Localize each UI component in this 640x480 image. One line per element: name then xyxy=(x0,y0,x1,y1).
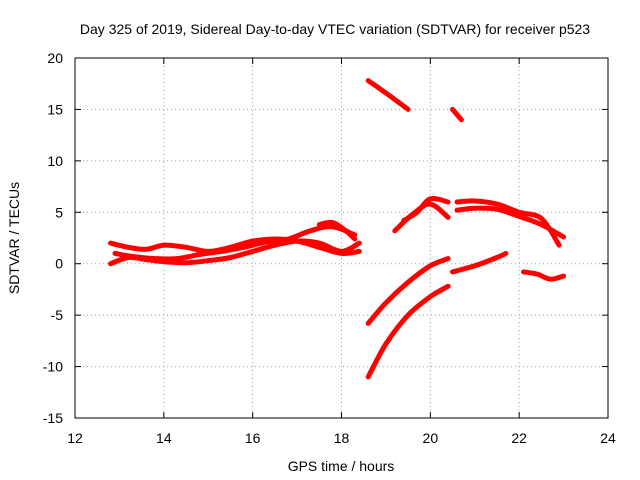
y-tick-label: 20 xyxy=(47,50,63,66)
series-arc-3 xyxy=(112,224,358,262)
y-tick-label: 15 xyxy=(47,101,63,117)
y-tick-label: -5 xyxy=(51,307,64,323)
series-arc-6 xyxy=(450,106,464,123)
series-arc-4 xyxy=(316,219,358,242)
x-tick-label: 12 xyxy=(67,430,83,446)
x-tick-label: 16 xyxy=(245,430,261,446)
series-arc-2 xyxy=(108,236,362,257)
series-arc-8 xyxy=(401,196,451,223)
series-layer xyxy=(108,78,567,380)
y-axis-label: SDTVAR / TECUs xyxy=(6,182,22,294)
x-tick-label: 18 xyxy=(334,430,350,446)
x-tick-label: 14 xyxy=(156,430,172,446)
x-axis-label: GPS time / hours xyxy=(288,458,395,474)
y-tick-label: -10 xyxy=(43,359,63,375)
y-tick-label: 5 xyxy=(55,204,63,220)
y-tick-label: -15 xyxy=(43,410,63,426)
chart-title: Day 325 of 2019, Sidereal Day-to-day VTE… xyxy=(80,21,590,37)
series-arc-10 xyxy=(365,283,451,380)
x-tick-label: 22 xyxy=(511,430,527,446)
series-arc-13 xyxy=(454,198,562,248)
y-tick-label: 10 xyxy=(47,153,63,169)
series-arc-14 xyxy=(521,269,567,282)
tick-labels: 12 14 16 18 20 22 24 -15 -10 -5 0 5 10 15 20 xyxy=(43,50,616,446)
ticks xyxy=(74,57,609,419)
series-arc-9 xyxy=(365,256,451,326)
x-tick-label: 24 xyxy=(600,430,616,446)
series-arc-11 xyxy=(450,250,509,275)
x-tick-label: 20 xyxy=(423,430,439,446)
series-arc-5 xyxy=(365,78,411,112)
series-arc-12 xyxy=(454,205,567,240)
grid xyxy=(75,58,608,418)
y-tick-label: 0 xyxy=(55,256,63,272)
